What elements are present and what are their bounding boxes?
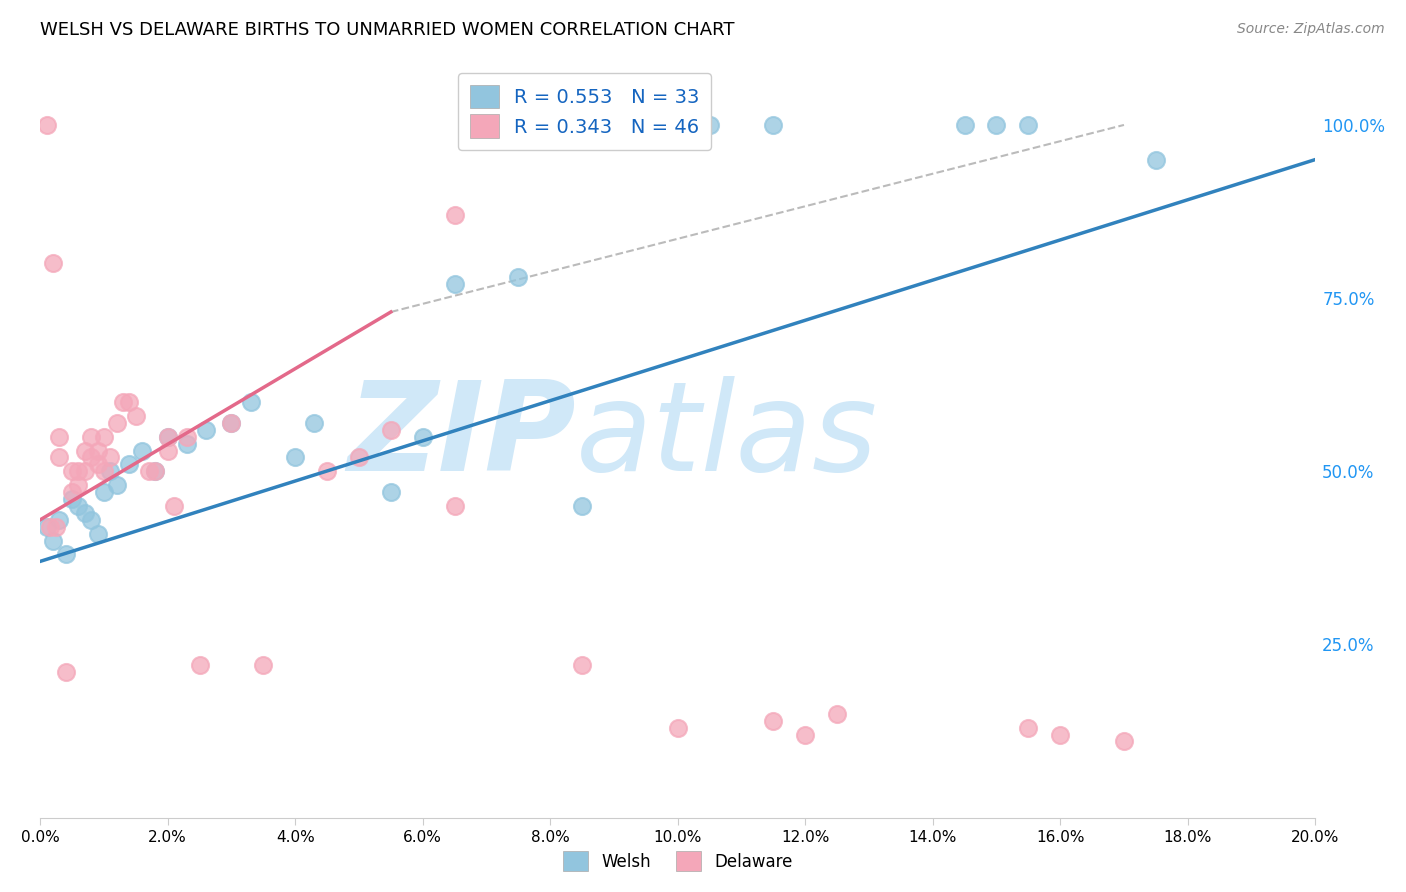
Point bbox=[67, 464, 90, 478]
Point bbox=[93, 430, 115, 444]
Point bbox=[55, 548, 77, 562]
Point bbox=[93, 485, 115, 500]
Point bbox=[571, 499, 593, 513]
Point bbox=[1049, 727, 1071, 741]
Point bbox=[699, 118, 721, 132]
Point bbox=[80, 513, 103, 527]
Point bbox=[221, 416, 243, 430]
Text: WELSH VS DELAWARE BIRTHS TO UNMARRIED WOMEN CORRELATION CHART: WELSH VS DELAWARE BIRTHS TO UNMARRIED WO… bbox=[41, 21, 735, 39]
Point bbox=[93, 464, 115, 478]
Point bbox=[508, 270, 530, 285]
Legend: Welsh, Delaware: Welsh, Delaware bbox=[557, 844, 799, 878]
Point bbox=[239, 395, 262, 409]
Point bbox=[131, 443, 153, 458]
Point bbox=[163, 499, 186, 513]
Point bbox=[986, 118, 1008, 132]
Point bbox=[252, 658, 274, 673]
Point bbox=[380, 423, 402, 437]
Point bbox=[1112, 734, 1135, 748]
Point bbox=[347, 450, 370, 465]
Point bbox=[953, 118, 976, 132]
Point bbox=[762, 118, 785, 132]
Point bbox=[118, 458, 141, 472]
Point bbox=[98, 450, 121, 465]
Point bbox=[138, 464, 160, 478]
Point bbox=[67, 478, 90, 492]
Point bbox=[35, 118, 58, 132]
Point bbox=[156, 430, 179, 444]
Point bbox=[156, 430, 179, 444]
Point bbox=[45, 520, 67, 534]
Point bbox=[86, 443, 108, 458]
Point bbox=[105, 478, 128, 492]
Point bbox=[125, 409, 148, 423]
Point bbox=[221, 416, 243, 430]
Point bbox=[60, 464, 83, 478]
Point bbox=[1144, 153, 1167, 167]
Point bbox=[67, 499, 90, 513]
Point bbox=[194, 423, 217, 437]
Point bbox=[80, 450, 103, 465]
Point bbox=[60, 485, 83, 500]
Point bbox=[86, 526, 108, 541]
Point bbox=[105, 416, 128, 430]
Point bbox=[304, 416, 326, 430]
Point bbox=[571, 658, 593, 673]
Point bbox=[176, 436, 198, 450]
Point bbox=[118, 395, 141, 409]
Point bbox=[73, 506, 96, 520]
Point bbox=[80, 430, 103, 444]
Point bbox=[35, 520, 58, 534]
Point bbox=[1017, 721, 1039, 735]
Point bbox=[73, 464, 96, 478]
Point bbox=[443, 499, 465, 513]
Point bbox=[73, 443, 96, 458]
Text: ZIP: ZIP bbox=[347, 376, 575, 497]
Point bbox=[794, 727, 817, 741]
Point bbox=[98, 464, 121, 478]
Point bbox=[42, 533, 65, 548]
Point bbox=[666, 721, 689, 735]
Point bbox=[55, 665, 77, 680]
Point bbox=[143, 464, 166, 478]
Point bbox=[380, 485, 402, 500]
Text: atlas: atlas bbox=[575, 376, 877, 497]
Text: Source: ZipAtlas.com: Source: ZipAtlas.com bbox=[1237, 22, 1385, 37]
Point bbox=[38, 520, 60, 534]
Point bbox=[443, 277, 465, 292]
Point bbox=[60, 491, 83, 506]
Point bbox=[48, 430, 70, 444]
Point bbox=[48, 450, 70, 465]
Point bbox=[443, 208, 465, 222]
Point bbox=[86, 458, 108, 472]
Point bbox=[1017, 118, 1039, 132]
Point bbox=[176, 430, 198, 444]
Point bbox=[825, 706, 848, 721]
Point bbox=[48, 513, 70, 527]
Point bbox=[42, 256, 65, 270]
Point bbox=[143, 464, 166, 478]
Point bbox=[188, 658, 211, 673]
Point bbox=[112, 395, 135, 409]
Point bbox=[762, 714, 785, 728]
Point bbox=[156, 443, 179, 458]
Point bbox=[284, 450, 307, 465]
Point bbox=[412, 430, 434, 444]
Point bbox=[316, 464, 339, 478]
